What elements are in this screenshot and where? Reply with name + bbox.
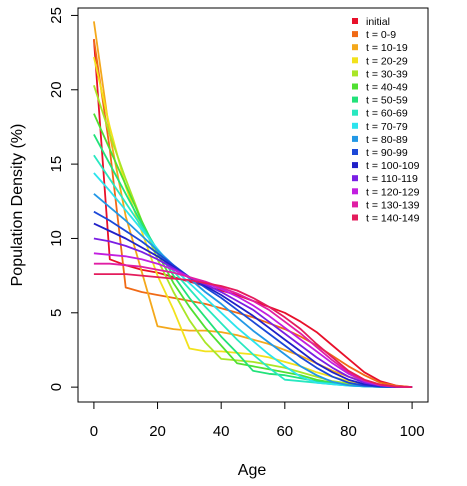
legend-swatch <box>352 201 358 208</box>
x-axis: 0 20 40 60 80 100 <box>90 402 425 440</box>
y-tick-label: 0 <box>48 383 65 391</box>
series-line-1 <box>93 39 413 388</box>
legend-label: t = 80-89 <box>366 134 408 146</box>
legend-swatch <box>352 122 358 129</box>
series-line-11 <box>93 222 413 388</box>
legend-label: t = 100-109 <box>366 160 420 172</box>
y-tick-label: 10 <box>48 230 65 247</box>
x-tick-label: 20 <box>149 423 166 440</box>
legend-swatch <box>352 31 358 38</box>
legend-swatch <box>352 109 358 116</box>
x-tick-label: 40 <box>213 423 230 440</box>
legend-label: t = 140-149 <box>366 213 420 225</box>
x-tick-label: 80 <box>340 423 357 440</box>
y-axis-title: Population Density (%) <box>9 124 26 287</box>
series-line-12 <box>93 237 413 388</box>
plot-frame <box>77 7 429 403</box>
legend-label: t = 120-129 <box>366 186 420 198</box>
x-axis-title: Age <box>238 462 267 479</box>
y-tick-label: 15 <box>48 156 65 173</box>
series-line-9 <box>93 193 413 388</box>
legend-swatch <box>352 57 358 64</box>
legend-label: t = 70-79 <box>366 121 408 133</box>
x-tick-label: 60 <box>276 423 293 440</box>
legend-label: initial <box>366 16 390 28</box>
legend-swatch <box>352 149 358 155</box>
series-line-10 <box>93 210 413 388</box>
series-line-15 <box>93 273 413 388</box>
legend-label: t = 30-39 <box>366 68 408 80</box>
legend-swatch <box>352 18 358 24</box>
legend-swatch <box>352 214 358 221</box>
legend-swatch <box>352 188 358 195</box>
legend-label: t = 50-59 <box>366 95 408 107</box>
y-tick-label: 20 <box>48 81 65 98</box>
y-tick-label: 5 <box>48 309 65 317</box>
legend-label: t = 40-49 <box>366 82 408 94</box>
series-lines <box>93 21 413 388</box>
legend-label: t = 110-119 <box>366 173 418 185</box>
legend-swatch <box>352 135 358 142</box>
legend-swatch <box>352 70 358 77</box>
y-axis: 0 5 10 15 20 25 <box>48 7 78 391</box>
legend-swatch <box>352 83 358 90</box>
series-line-13 <box>93 252 413 388</box>
legend-label: t = 20-29 <box>366 55 408 67</box>
legend-swatch <box>352 175 358 182</box>
y-tick-label: 25 <box>48 7 65 24</box>
legend-swatch <box>352 162 358 169</box>
legend-label: t = 0-9 <box>366 29 396 41</box>
legend-label: t = 10-19 <box>366 42 408 54</box>
x-tick-label: 100 <box>400 423 425 440</box>
legend-swatch <box>352 44 358 51</box>
legend-label: t = 90-99 <box>366 147 408 159</box>
legend-label: t = 130-139 <box>366 199 420 211</box>
legend-label: t = 60-69 <box>366 108 408 120</box>
x-tick-label: 0 <box>90 423 98 440</box>
legend-swatch <box>352 96 358 103</box>
